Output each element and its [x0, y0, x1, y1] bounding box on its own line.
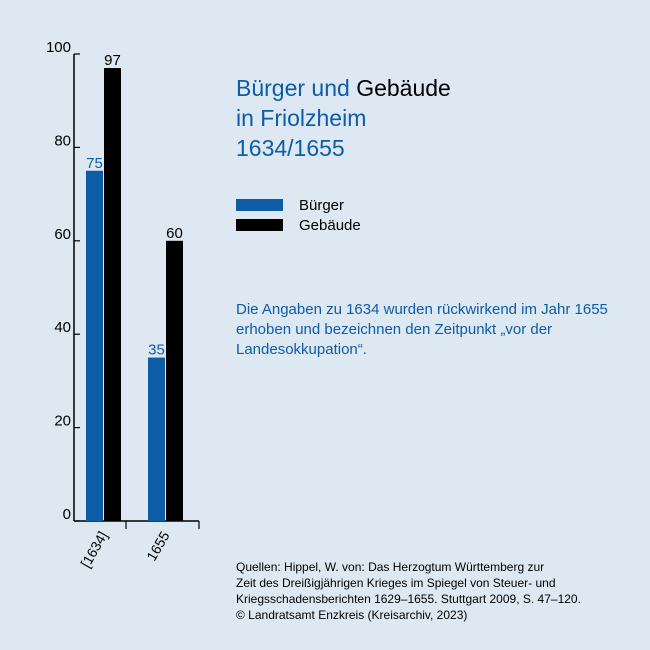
legend-swatch-gebaeude — [236, 219, 283, 231]
data-label: 97 — [104, 52, 121, 69]
title-line3: 1634/1655 — [236, 135, 345, 161]
y-tick-label: 20 — [54, 413, 71, 430]
data-label: 75 — [86, 155, 103, 172]
chart-note: Die Angaben zu 1634 wurden rückwirkend i… — [236, 301, 608, 358]
title-line1-blue: Bürger und — [236, 75, 350, 101]
title-line1-black: Gebäude — [356, 75, 451, 101]
data-label: 60 — [166, 225, 183, 242]
sources-line: Kriegsschadensberichten 1629–1655. Stutt… — [236, 592, 581, 606]
x-tick-label: 1655 — [143, 528, 173, 563]
legend-label-gebaeude: Gebäude — [299, 216, 361, 234]
y-tick-label: 100 — [46, 39, 71, 56]
legend-label-buerger: Bürger — [299, 196, 345, 214]
legend-swatch-buerger — [236, 199, 283, 211]
x-tick-label: [1634] — [77, 529, 110, 571]
sources: Quellen: Hippel, W. von: Das Herzogtum W… — [236, 559, 636, 623]
data-label: 35 — [148, 342, 165, 359]
y-tick-label: 60 — [54, 226, 71, 243]
y-tick-label: 80 — [54, 132, 71, 149]
bar-gebaeude — [104, 68, 121, 521]
y-tick-label: 40 — [54, 319, 71, 336]
legend-item-gebaeude: Gebäude — [236, 215, 361, 235]
bar-buerger — [86, 170, 103, 521]
sources-line: Zeit des Dreißigjährigen Krieges im Spie… — [236, 576, 556, 590]
legend-item-buerger: Bürger — [236, 195, 361, 215]
sources-line: Quellen: Hippel, W. von: Das Herzogtum W… — [236, 560, 545, 574]
chart-title: Bürger und Gebäude in Friolzheim 1634/16… — [236, 73, 451, 163]
legend: Bürger Gebäude — [236, 195, 361, 235]
bar-gebaeude — [166, 240, 183, 522]
title-line2: in Friolzheim — [236, 105, 367, 131]
y-tick-label: 0 — [63, 506, 71, 523]
bar-buerger — [148, 357, 165, 521]
sources-line: © Landratsamt Enzkreis (Kreisarchiv, 202… — [236, 608, 468, 622]
